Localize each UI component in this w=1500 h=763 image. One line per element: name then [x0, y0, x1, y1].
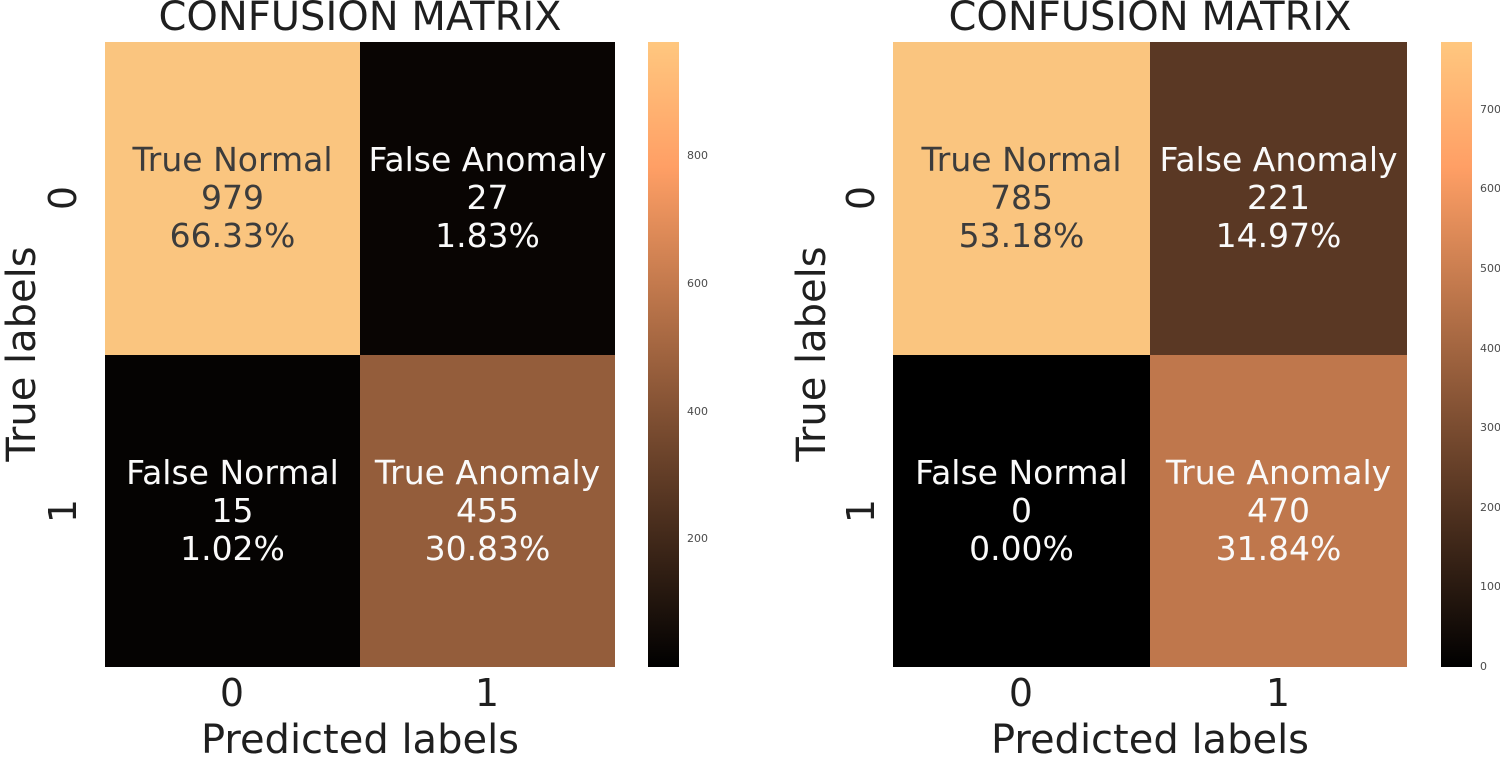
cell-percent: 1.83% [435, 216, 540, 256]
colorbar-tick-label: 300 [1480, 421, 1500, 435]
cell-percent: 66.33% [169, 216, 296, 256]
cell-label: True Anomaly [1165, 452, 1392, 492]
cell-label: False Anomaly [368, 140, 607, 180]
cell-count: 470 [1247, 490, 1310, 530]
colorbar-tick-label: 200 [1480, 500, 1500, 514]
cell-percent: 1.02% [180, 528, 285, 568]
colorbar [1441, 42, 1472, 667]
cell-label: False Normal [126, 452, 339, 492]
x-axis-label: Predicted labels [990, 717, 1310, 763]
x-tick-label-0: 0 [1008, 671, 1034, 715]
chart-title: CONFUSION MATRIX [948, 0, 1352, 40]
cell-false-normal: False Normal 15 1.02% [105, 354, 360, 667]
chart-title: CONFUSION MATRIX [158, 0, 562, 40]
colorbar-tick-label: 600 [1480, 182, 1500, 196]
x-axis-label: Predicted labels [200, 717, 520, 763]
cell-percent: 31.84% [1215, 528, 1342, 568]
colorbar-tick-label: 400 [687, 404, 708, 418]
colorbar-tick-label: 600 [687, 276, 708, 290]
cell-percent: 14.97% [1215, 216, 1342, 256]
cell-count: 455 [456, 490, 519, 530]
colorbar-tick-label: 800 [687, 149, 708, 163]
colorbar-tick-label: 200 [687, 532, 708, 546]
cell-label: False Anomaly [1159, 140, 1398, 180]
cell-count: 0 [1011, 490, 1032, 530]
cell-label: True Normal [921, 140, 1122, 180]
cell-count: 27 [466, 178, 509, 218]
colorbar [648, 42, 679, 667]
colorbar-tick-label: 400 [1480, 341, 1500, 355]
cell-percent: 0.00% [969, 528, 1074, 568]
y-tick-label-1: 1 [41, 498, 85, 524]
heatmap-grid: True Normal 979 66.33% False Anomaly 27 … [105, 42, 615, 667]
colorbar-tick-labels: 200 400 600 800 [687, 0, 757, 762]
x-tick-label-1: 1 [474, 671, 500, 715]
colorbar-tick-label: 100 [1480, 580, 1500, 594]
y-tick-label-1: 1 [839, 498, 883, 524]
cell-count: 221 [1247, 178, 1310, 218]
y-axis-label: True labels [789, 246, 835, 462]
cell-true-normal: True Normal 785 53.18% [893, 42, 1150, 355]
cell-count: 979 [201, 178, 264, 218]
colorbar-tick-labels: 0 100 200 300 400 500 600 700 [1480, 0, 1500, 762]
y-tick-label-0: 0 [41, 185, 85, 211]
cell-label: True Anomaly [374, 452, 601, 492]
cell-percent: 53.18% [958, 216, 1085, 256]
y-tick-label-0: 0 [839, 185, 883, 211]
x-tick-label-0: 0 [219, 671, 245, 715]
colorbar-tick-label: 500 [1480, 261, 1500, 275]
cell-true-anomaly: True Anomaly 470 31.84% [1150, 354, 1407, 667]
cell-true-normal: True Normal 979 66.33% [105, 42, 360, 355]
heatmap-grid: True Normal 785 53.18% False Anomaly 221… [893, 42, 1407, 667]
cell-label: False Normal [915, 452, 1128, 492]
cell-count: 15 [211, 490, 254, 530]
cell-label: True Normal [132, 140, 333, 180]
cell-count: 785 [990, 178, 1053, 218]
y-axis-label: True labels [0, 246, 45, 462]
cell-false-anomaly: False Anomaly 27 1.83% [360, 42, 615, 355]
colorbar-tick-label: 700 [1480, 102, 1500, 116]
cell-percent: 30.83% [424, 528, 551, 568]
cell-true-anomaly: True Anomaly 455 30.83% [360, 354, 615, 667]
cell-false-anomaly: False Anomaly 221 14.97% [1150, 42, 1407, 355]
x-tick-label-1: 1 [1265, 671, 1291, 715]
colorbar-tick-label: 0 [1480, 660, 1487, 673]
cell-false-normal: False Normal 0 0.00% [893, 354, 1150, 667]
